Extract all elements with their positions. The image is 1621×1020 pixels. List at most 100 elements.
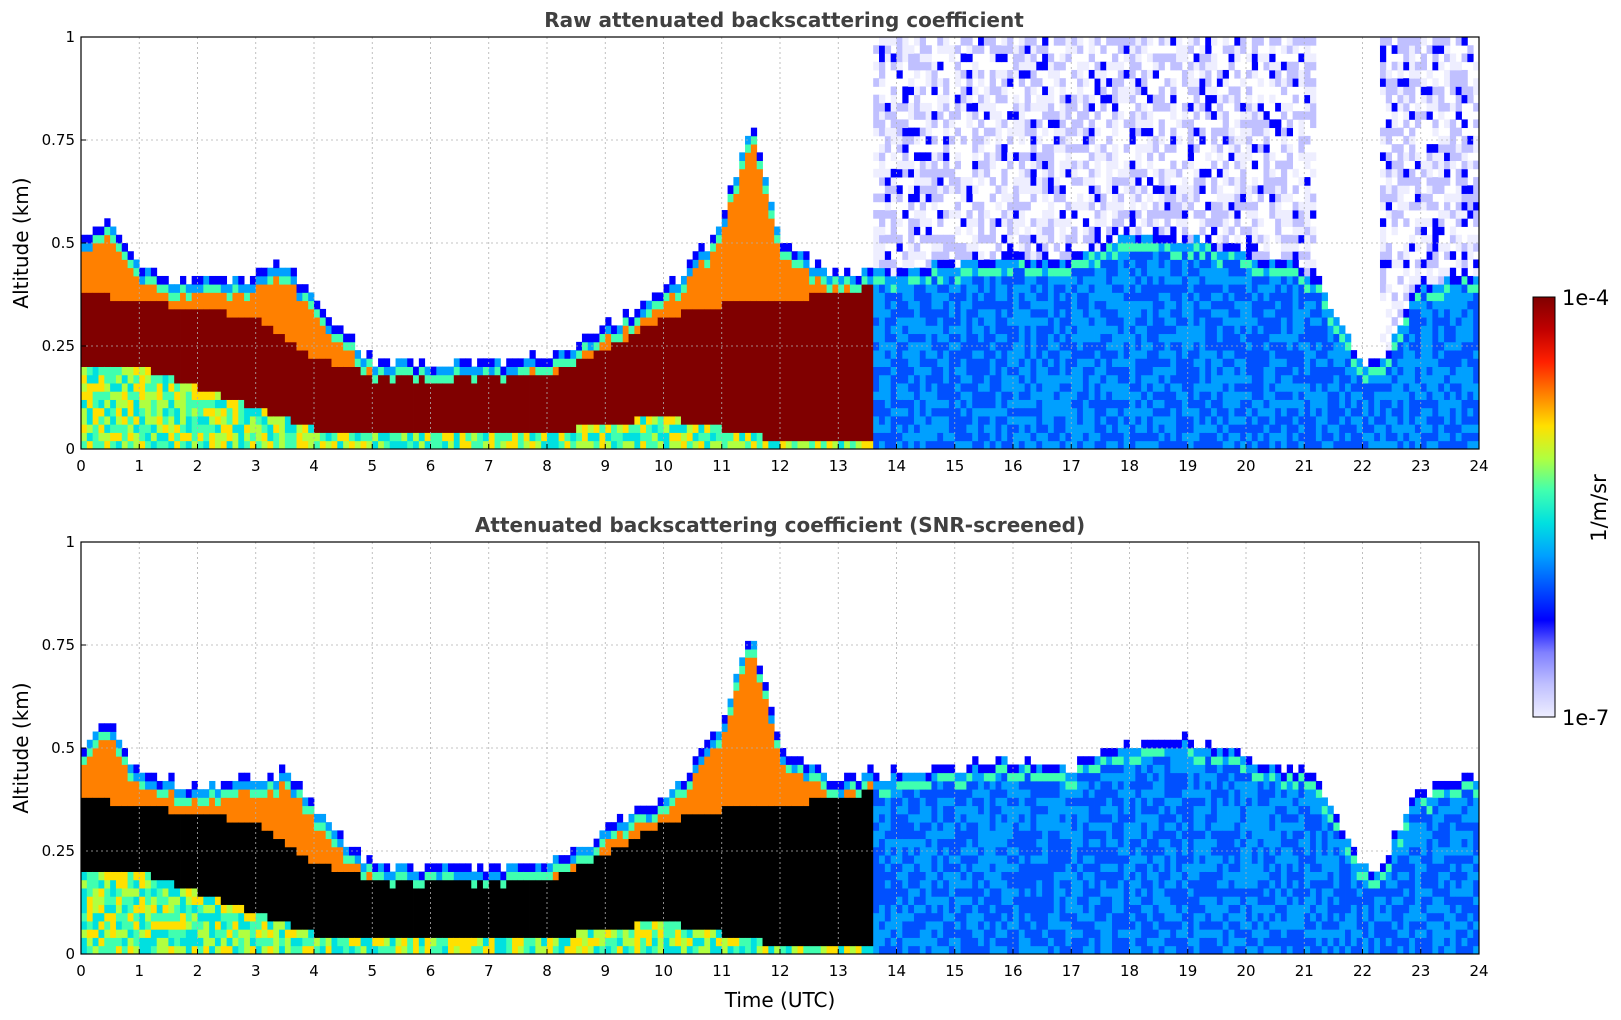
heatmap-cell	[110, 739, 117, 807]
heatmap-cell	[238, 937, 245, 955]
heatmap-cell	[1216, 292, 1224, 302]
heatmap-cell	[354, 871, 362, 938]
heatmap-cell	[1449, 350, 1457, 376]
heatmap-cell	[1123, 292, 1130, 302]
heatmap-cell	[1135, 325, 1142, 335]
heatmap-cell	[1071, 177, 1078, 186]
heatmap-cell	[360, 358, 367, 367]
heatmap-cell	[1292, 440, 1299, 450]
heatmap-cell	[1181, 432, 1189, 442]
heatmap-cell	[1129, 111, 1136, 129]
heatmap-cell	[925, 226, 932, 236]
heatmap-cell	[1455, 94, 1462, 112]
heatmap-cell	[1391, 185, 1398, 203]
heatmap-cell	[1444, 152, 1451, 161]
heatmap-cell	[482, 888, 490, 938]
heatmap-cell	[1013, 929, 1020, 955]
heatmap-cell	[919, 317, 927, 335]
heatmap-cell	[948, 350, 956, 433]
heatmap-cell	[1211, 251, 1218, 260]
heatmap-cell	[296, 937, 303, 947]
heatmap-cell	[1018, 78, 1026, 87]
heatmap-cell	[348, 432, 356, 442]
heatmap-cell	[162, 407, 169, 417]
heatmap-cell	[279, 764, 286, 774]
heatmap-cell	[879, 193, 886, 203]
heatmap-cell	[1199, 300, 1206, 310]
heatmap-cell	[873, 275, 880, 285]
heatmap-cell	[698, 308, 705, 425]
y-tick-label: 0.25	[42, 337, 75, 355]
heatmap-cell	[1123, 177, 1130, 186]
heatmap-cell	[1280, 284, 1288, 293]
heatmap-cell	[1112, 366, 1119, 376]
heatmap-cell	[890, 284, 897, 293]
heatmap-cell	[1310, 300, 1317, 310]
heatmap-cell	[162, 292, 169, 302]
heatmap-cell	[1018, 292, 1026, 310]
heatmap-cell	[791, 772, 798, 807]
heatmap-cell	[1397, 259, 1404, 269]
heatmap-cell	[1246, 292, 1253, 302]
heatmap-cell	[1030, 317, 1037, 359]
heatmap-cell	[197, 797, 204, 807]
heatmap-cell	[232, 945, 239, 955]
heatmap-cell	[1379, 61, 1387, 79]
heatmap-cell	[209, 424, 216, 433]
heatmap-cell	[98, 432, 105, 442]
heatmap-cell	[820, 267, 827, 277]
heatmap-cell	[902, 152, 909, 161]
heatmap-cell	[873, 325, 880, 343]
heatmap-cell	[1246, 267, 1253, 293]
heatmap-cell	[972, 218, 979, 227]
heatmap-cell	[1333, 366, 1340, 376]
heatmap-cell	[1432, 152, 1439, 161]
heatmap-cell	[913, 300, 921, 335]
heatmap-cell	[838, 284, 845, 293]
heatmap-cell	[337, 333, 344, 343]
heatmap-cell	[1158, 152, 1165, 161]
heatmap-cell	[180, 945, 187, 955]
heatmap-cell	[972, 127, 979, 153]
heatmap-cell	[937, 407, 944, 417]
heatmap-cell	[232, 780, 239, 790]
heatmap-cell	[1141, 234, 1148, 244]
heatmap-cell	[1158, 366, 1165, 376]
heatmap-cell	[1077, 929, 1084, 938]
heatmap-cell	[127, 805, 134, 872]
heatmap-cell	[1205, 407, 1212, 417]
heatmap-cell	[1024, 896, 1031, 914]
heatmap-cell	[98, 234, 105, 244]
heatmap-cell	[593, 855, 600, 930]
heatmap-cell	[209, 284, 216, 293]
heatmap-cell	[692, 813, 699, 930]
heatmap-cell	[884, 185, 892, 194]
heatmap-cell	[279, 416, 286, 450]
heatmap-cell	[879, 292, 886, 367]
heatmap-cell	[646, 300, 653, 310]
heatmap-cell	[1310, 201, 1317, 211]
heatmap-cell	[1117, 333, 1125, 367]
heatmap-cell	[1082, 756, 1090, 765]
heatmap-cell	[908, 160, 915, 170]
heatmap-cell	[1018, 102, 1026, 145]
heatmap-cell	[226, 317, 233, 400]
heatmap-cell	[453, 879, 461, 938]
heatmap-cell	[640, 440, 647, 450]
heatmap-cell	[506, 871, 513, 881]
heatmap-cell	[1455, 185, 1462, 203]
heatmap-cell	[1024, 424, 1031, 433]
heatmap-cell	[855, 275, 862, 285]
heatmap-cell	[1106, 61, 1113, 71]
heatmap-cell	[337, 937, 344, 947]
heatmap-cell	[1251, 259, 1259, 269]
heatmap-cell	[1071, 813, 1078, 831]
heatmap-cell	[628, 945, 635, 955]
heatmap-cell	[937, 308, 944, 318]
heatmap-cell	[1461, 119, 1468, 129]
heatmap-cell	[1397, 300, 1404, 310]
heatmap-cell	[983, 259, 991, 269]
heatmap-cell	[972, 440, 979, 450]
heatmap-cell	[960, 275, 967, 285]
heatmap-cell	[1257, 111, 1264, 120]
